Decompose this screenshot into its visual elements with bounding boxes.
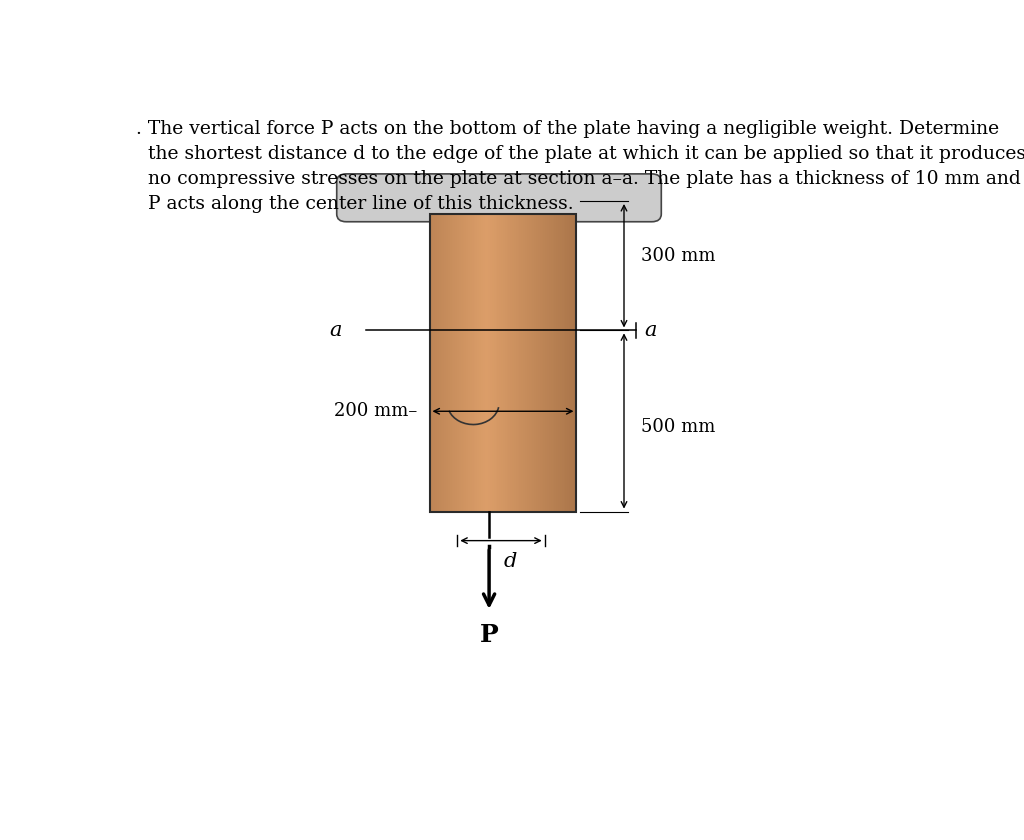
Bar [507,214,509,512]
Bar [482,214,485,512]
Text: a: a [330,321,342,340]
Text: . The vertical force P acts on the bottom of the plate having a negligible weigh: . The vertical force P acts on the botto… [136,120,1024,213]
Bar [510,214,513,512]
Bar [496,214,499,512]
Bar [536,214,539,512]
Bar [465,214,467,512]
Bar [514,214,517,512]
Bar [516,214,518,512]
Bar [463,214,465,512]
Bar [456,214,458,512]
Bar [574,214,578,512]
Bar [542,214,544,512]
Bar [477,214,480,512]
Bar [494,214,497,512]
Bar [459,214,462,512]
Bar [563,214,566,512]
Bar [512,214,515,512]
Bar [538,214,541,512]
Bar [486,214,489,512]
Bar [547,214,550,512]
Bar [431,214,434,512]
Bar [454,214,456,512]
Bar [438,214,441,512]
Text: P: P [479,623,499,648]
Text: 200 mm–: 200 mm– [335,402,418,420]
Bar [440,214,443,512]
Bar [466,214,469,512]
Bar [468,214,471,512]
Bar [444,214,446,512]
Bar [535,214,537,512]
Bar [567,214,569,512]
Bar [481,214,483,512]
Text: a: a [644,321,656,340]
Bar [505,214,508,512]
Bar [518,214,520,512]
Bar [475,214,478,512]
Bar [562,214,564,512]
Bar [452,214,455,512]
Bar [509,214,511,512]
Bar [430,214,577,512]
FancyBboxPatch shape [337,174,662,222]
Bar [503,214,506,512]
Bar [490,214,493,512]
Bar [545,214,548,512]
Bar [430,214,432,512]
Bar [470,214,472,512]
Bar [457,214,460,512]
Bar [498,214,500,512]
Bar [500,214,502,512]
Bar [554,214,557,512]
Bar [549,214,552,512]
Bar [544,214,546,512]
Bar [492,214,495,512]
Bar [565,214,568,512]
Bar [479,214,481,512]
Bar [450,214,453,512]
Bar [540,214,543,512]
Bar [435,214,437,512]
Bar [530,214,534,512]
Bar [525,214,527,512]
Bar [484,214,487,512]
Text: d: d [504,552,517,571]
Bar [433,214,436,512]
Bar [521,214,524,512]
Bar [472,214,474,512]
Bar [501,214,504,512]
Bar [528,214,531,512]
Bar [447,214,451,512]
Bar [558,214,561,512]
Bar [446,214,449,512]
Bar [572,214,575,512]
Bar [461,214,464,512]
Bar [488,214,490,512]
Bar [570,214,573,512]
Bar [556,214,559,512]
Bar [523,214,525,512]
Bar [532,214,535,512]
Bar [560,214,562,512]
Bar [442,214,445,512]
Bar [474,214,476,512]
Text: 500 mm: 500 mm [641,418,716,437]
Bar [519,214,522,512]
Bar [553,214,555,512]
Bar [526,214,529,512]
Text: 300 mm: 300 mm [641,247,716,265]
Bar [551,214,553,512]
Bar [569,214,571,512]
Bar [437,214,439,512]
